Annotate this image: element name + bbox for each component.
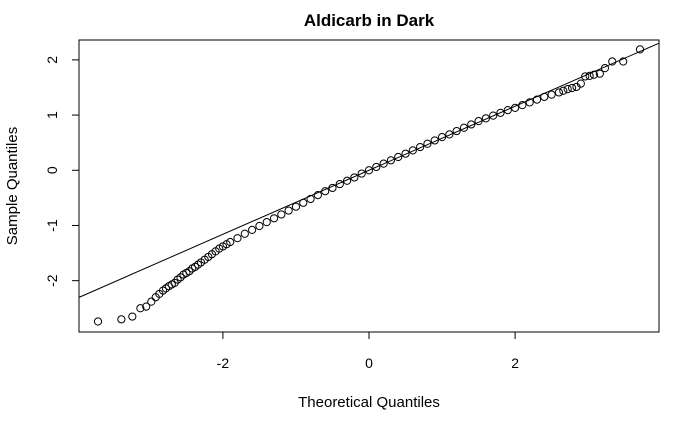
data-point: [595, 69, 604, 78]
data-point: [423, 139, 432, 148]
data-point: [93, 317, 103, 326]
data-point: [510, 103, 520, 112]
x-tick-label: 2: [511, 355, 519, 371]
data-point: [503, 106, 512, 115]
data-point: [608, 57, 617, 66]
data-point: [408, 146, 417, 155]
data-point: [563, 85, 572, 94]
y-tick-label: 1: [44, 111, 60, 119]
data-point: [291, 202, 301, 211]
data-point: [474, 117, 483, 126]
data-point: [576, 79, 585, 88]
data-point: [496, 108, 505, 117]
data-point: [226, 237, 235, 247]
data-point: [481, 114, 490, 123]
chart-title: Aldicarb in Dark: [304, 11, 435, 30]
data-point: [559, 86, 568, 95]
data-point: [313, 191, 322, 200]
data-point: [128, 312, 137, 321]
data-point: [342, 176, 352, 185]
data-point: [459, 123, 469, 132]
data-point: [589, 70, 599, 79]
data-point: [142, 302, 151, 311]
data-point: [248, 225, 257, 234]
data-point: [532, 95, 542, 104]
x-tick-label: -2: [217, 355, 230, 371]
data-point: [467, 120, 476, 129]
y-tick-label: 0: [44, 166, 60, 174]
y-axis-label: Sample Quantiles: [4, 127, 21, 245]
data-point: [386, 156, 396, 165]
data-point: [547, 90, 556, 99]
x-tick-label: 0: [365, 355, 373, 371]
data-point: [299, 198, 308, 207]
data-point: [364, 166, 374, 175]
data-point: [635, 45, 645, 54]
data-point: [233, 234, 242, 243]
data-point: [567, 83, 577, 93]
data-point: [489, 111, 498, 120]
data-points: [93, 45, 645, 326]
data-point: [372, 162, 381, 172]
data-point: [619, 57, 628, 66]
data-point: [585, 71, 594, 80]
data-point: [518, 101, 527, 110]
data-point: [357, 169, 366, 178]
data-point: [335, 179, 344, 189]
data-point: [401, 149, 410, 158]
data-point: [255, 221, 264, 231]
data-point: [540, 92, 549, 101]
y-axis: -2 -1 0 1 2: [44, 56, 80, 287]
y-tick-label: -1: [44, 219, 60, 232]
data-point: [136, 304, 145, 313]
y-tick-label: -2: [44, 274, 60, 287]
data-point: [262, 218, 271, 227]
data-point: [379, 159, 388, 168]
data-point: [328, 183, 337, 193]
data-point: [117, 315, 126, 324]
x-axis-label: Theoretical Quantiles: [298, 394, 440, 411]
data-point: [437, 133, 447, 142]
y-tick-label: 2: [44, 56, 60, 64]
data-point: [350, 173, 359, 182]
qq-reference-line: [78, 42, 660, 298]
data-point: [306, 194, 315, 204]
data-point: [284, 206, 293, 215]
data-point: [277, 210, 286, 219]
x-axis: -2 0 2: [217, 331, 519, 371]
data-point: [394, 152, 403, 162]
data-point: [321, 187, 330, 196]
data-point: [581, 72, 590, 81]
data-point: [525, 98, 534, 107]
data-point: [185, 267, 194, 276]
data-point: [445, 130, 454, 139]
data-point: [240, 229, 249, 238]
data-point: [600, 64, 610, 73]
data-point: [147, 297, 156, 306]
data-point: [430, 136, 439, 145]
data-point: [452, 126, 461, 136]
data-point: [416, 142, 425, 152]
data-point: [176, 273, 185, 282]
data-point: [269, 214, 279, 223]
data-point: [554, 88, 564, 97]
